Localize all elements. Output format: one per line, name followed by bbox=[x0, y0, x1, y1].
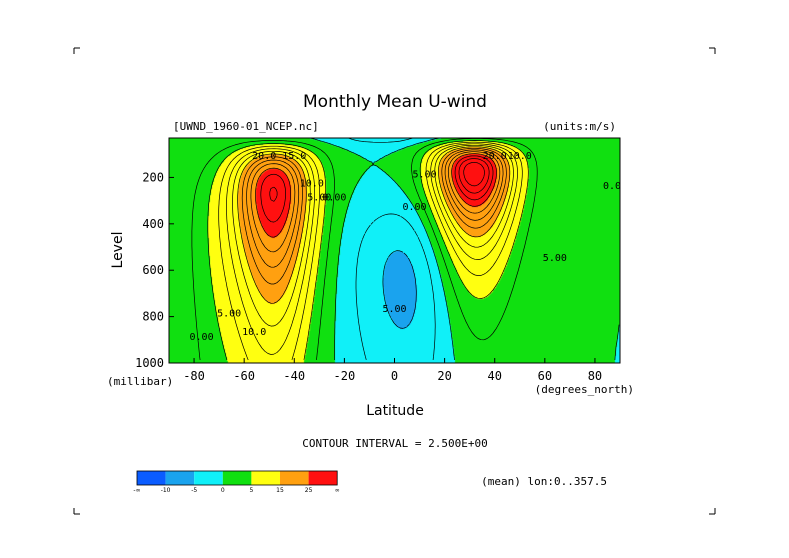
contour-label: 15.0 bbox=[282, 151, 306, 162]
contour-interval-note: CONTOUR INTERVAL = 2.500E+00 bbox=[302, 437, 487, 450]
colorbar-label: 25 bbox=[305, 487, 313, 494]
contour-label: 5.00 bbox=[217, 309, 241, 320]
contour-label: 0.00 bbox=[402, 202, 426, 213]
x-tick-label: -80 bbox=[183, 369, 205, 383]
contour-label: 0.00 bbox=[322, 193, 346, 204]
contour-line bbox=[250, 151, 501, 253]
chart-title: Monthly Mean U-wind bbox=[303, 92, 487, 112]
contour-label: 0.00 bbox=[603, 181, 627, 192]
colorbar-label: 0 bbox=[221, 487, 225, 494]
colorbar-label: -10 bbox=[161, 487, 171, 494]
colorbar-swatch bbox=[308, 471, 338, 485]
units-label: (units:m/s) bbox=[543, 120, 616, 133]
x-axis-ticks: -80 -60 -40 -20 0 20 40 60 80 bbox=[183, 358, 602, 383]
contour-label: 20.0 bbox=[483, 151, 507, 162]
colorbar-swatch bbox=[280, 471, 309, 485]
colorbar-swatch bbox=[194, 471, 223, 485]
contour-line bbox=[207, 140, 529, 361]
contour-line bbox=[382, 250, 417, 329]
y-axis-unit: (millibar) bbox=[107, 375, 173, 388]
contour-line bbox=[191, 138, 538, 361]
mean-note: (mean) lon:0..357.5 bbox=[481, 475, 607, 488]
x-tick-label: 20 bbox=[437, 369, 451, 383]
colorbar-swatch bbox=[251, 471, 280, 485]
colorbar-label: -∞ bbox=[133, 487, 140, 494]
contour-line bbox=[246, 149, 504, 268]
contour-label: 10.0 bbox=[300, 179, 324, 190]
contour-line bbox=[232, 144, 514, 327]
y-tick-label: 200 bbox=[142, 170, 164, 184]
x-tick-label: -40 bbox=[283, 369, 305, 383]
y-tick-label: 1000 bbox=[135, 356, 164, 370]
contour-label: 5.00 bbox=[382, 304, 406, 315]
contour-label: 20.0 bbox=[252, 151, 276, 162]
corner-marks bbox=[73, 47, 716, 515]
contour-line bbox=[269, 158, 490, 202]
contour-label: 5.00 bbox=[543, 253, 567, 264]
contour-label: 5.00 bbox=[413, 169, 437, 180]
colorbar-swatch bbox=[165, 471, 195, 485]
colorbar-label: 15 bbox=[276, 487, 284, 494]
contour-label: 10.0 bbox=[508, 151, 532, 162]
y-tick-label: 600 bbox=[142, 263, 164, 277]
x-tick-label: 40 bbox=[487, 369, 501, 383]
colorbar-label: -5 bbox=[191, 487, 197, 494]
colorbar-frame bbox=[136, 470, 338, 486]
contour-line bbox=[463, 161, 485, 187]
colorbar-swatch bbox=[222, 471, 252, 485]
x-tick-label: -60 bbox=[233, 369, 255, 383]
contour-line bbox=[260, 155, 494, 223]
contour-labels: 20.0 15.010.05.000.000.005.0010.020.05.00… bbox=[190, 151, 627, 343]
x-axis-title: Latitude bbox=[366, 403, 424, 419]
x-tick-label: -20 bbox=[334, 369, 356, 383]
colorbar: -∞ -10 -5 0 5 15 25 ∞ bbox=[133, 470, 340, 494]
contour-line bbox=[226, 143, 518, 355]
wind-field-raster bbox=[169, 138, 620, 363]
x-tick-label: 60 bbox=[538, 369, 552, 383]
y-axis-title: Level bbox=[110, 232, 126, 269]
contour-label: 10.0 bbox=[242, 327, 266, 338]
contour-label: 0.00 bbox=[190, 332, 214, 343]
plot-area: 20.0 15.010.05.000.000.005.0010.020.05.00… bbox=[169, 138, 627, 363]
dataset-label: [UWND_1960-01_NCEP.nc] bbox=[173, 120, 319, 133]
contour-line bbox=[237, 146, 511, 304]
x-tick-label: 0 bbox=[391, 369, 398, 383]
y-tick-label: 800 bbox=[142, 310, 164, 324]
colorbar-label: 5 bbox=[249, 487, 253, 494]
contour-line bbox=[218, 141, 523, 361]
contour-label: 5.00 bbox=[307, 193, 331, 204]
x-tick-label: 80 bbox=[588, 369, 602, 383]
contour-line bbox=[241, 147, 507, 285]
x-axis-unit: (degrees_north) bbox=[535, 383, 634, 396]
colorbar-label: ∞ bbox=[335, 487, 340, 494]
colorbar-swatch bbox=[137, 471, 166, 485]
contour-line bbox=[255, 153, 497, 238]
y-tick-label: 400 bbox=[142, 217, 164, 231]
y-axis-ticks: 200 400 600 800 1000 bbox=[135, 170, 174, 370]
